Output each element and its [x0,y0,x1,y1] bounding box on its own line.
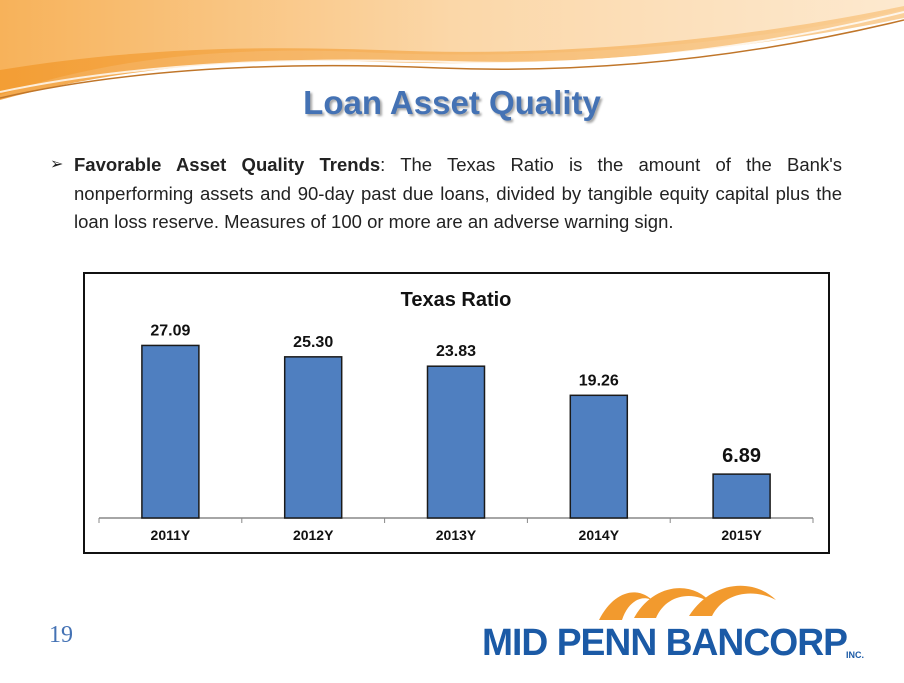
slide-title: Loan Asset Quality [303,84,601,121]
company-logo: MID PENN BANCORP INC. [474,578,884,670]
arrow-bullet-icon: ➢ [50,156,64,173]
bars-layer: 27.09 2011Y 25.30 2012Y 23.83 2013Y 19.26 2014Y… [98,322,814,543]
bar-2011Y [141,344,200,519]
data-label-2013Y: 23.83 [436,343,476,360]
data-label-2012Y: 25.30 [293,334,333,351]
data-label-2011Y: 27.09 [150,322,190,339]
bar-2014Y [569,394,629,519]
x-tick-label-2011Y: 2011Y [151,527,191,543]
data-label-2014Y: 19.26 [579,372,619,389]
bullet-text: Favorable Asset Quality Trends: The Texa… [50,151,842,237]
bullet-body: : The Texas Ratio is the amount of the B… [74,154,842,232]
page-number: 19 [49,622,73,648]
chart-title: Texas Ratio [401,289,512,311]
decorative-banner [0,0,904,100]
chart-canvas: Texas Ratio 27.09 2011Y 25.30 2012Y 23.83 201… [98,289,814,543]
logo-wave-icon [599,585,776,620]
bar-2013Y [426,365,486,519]
logo-wordmark: MID PENN BANCORP [482,622,848,664]
bar-2012Y [283,356,343,519]
texas-ratio-chart: Texas Ratio 27.09 2011Y 25.30 2012Y 23.83 201… [83,272,830,554]
x-tick-label-2015Y: 2015Y [721,527,762,543]
bullet-lead: Favorable Asset Quality Trends [74,154,381,175]
x-tick-label-2012Y: 2012Y [293,527,334,543]
bar-2015Y [712,473,771,519]
logo-suffix: INC. [846,650,864,660]
x-tick-label-2013Y: 2013Y [436,527,477,543]
bullet-paragraph: ➢ Favorable Asset Quality Trends: The Te… [50,151,842,237]
data-label-2015Y: 6.89 [722,445,761,467]
x-tick-label-2014Y: 2014Y [579,527,620,543]
